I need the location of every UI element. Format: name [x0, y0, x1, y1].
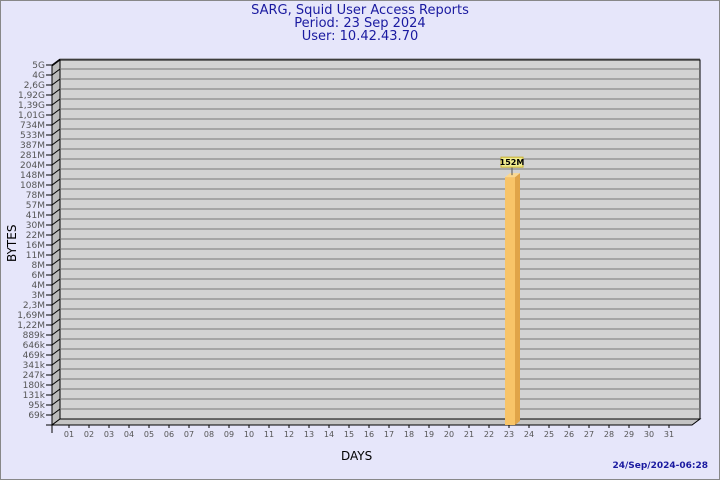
y-tick-label: 148M: [20, 171, 45, 181]
y-tick-label: 5G: [32, 61, 45, 71]
x-tick-label: 05: [144, 430, 154, 439]
x-tick-label: 17: [384, 430, 394, 439]
chart-user: User: 10.42.43.70: [301, 29, 419, 44]
x-tick-label: 31: [664, 430, 674, 439]
y-tick-label: 8M: [32, 261, 46, 271]
bar-side: [515, 173, 520, 425]
x-tick-label: 12: [284, 430, 294, 439]
x-tick-label: 25: [544, 430, 554, 439]
x-tick-label: 07: [184, 430, 194, 439]
bar-value-label: 152M: [500, 158, 525, 167]
x-tick-label: 10: [244, 430, 254, 439]
x-tick-label: 08: [204, 430, 214, 439]
y-tick-label: 1,69M: [17, 311, 45, 321]
y-tick-label: 387M: [20, 141, 45, 151]
y-tick-label: 204M: [20, 161, 45, 171]
x-tick-label: 01: [64, 430, 74, 439]
y-tick-label: 281M: [20, 151, 45, 161]
y-tick-label: 180k: [23, 381, 46, 391]
x-tick-label: 30: [644, 430, 654, 439]
y-tick-label: 2,3M: [23, 301, 45, 311]
y-tick-label: 469k: [23, 351, 46, 361]
y-tick-label: 3M: [32, 291, 46, 301]
y-tick-label: 41M: [26, 211, 45, 221]
x-tick-label: 19: [424, 430, 434, 439]
x-tick-label: 03: [104, 430, 114, 439]
x-axis-label: DAYS: [341, 449, 372, 463]
x-tick-label: 21: [464, 430, 474, 439]
x-tick-label: 04: [124, 430, 134, 439]
y-tick-label: 11M: [26, 251, 45, 261]
chart-period: Period: 23 Sep 2024: [294, 16, 426, 31]
y-tick-label: 1,39G: [18, 101, 45, 111]
y-tick-label: 6M: [32, 271, 46, 281]
x-tick-label: 06: [164, 430, 174, 439]
y-tick-label: 734M: [20, 121, 45, 131]
y-tick-label: 95k: [28, 401, 45, 411]
x-tick-label: 13: [304, 430, 314, 439]
x-tick-label: 29: [624, 430, 634, 439]
x-tick-label: 15: [344, 430, 354, 439]
bar-label-box: [500, 156, 524, 168]
y-tick-label: 16M: [26, 241, 45, 251]
x-tick-label: 22: [484, 430, 494, 439]
x-tick-label: 02: [84, 430, 94, 439]
y-tick-label: 1,22M: [17, 321, 45, 331]
y-tick-label: 247k: [23, 371, 46, 381]
y-tick-label: 1,01G: [18, 111, 45, 121]
bar: [505, 177, 515, 425]
y-tick-label: 2,6G: [24, 81, 45, 91]
y-tick-label: 22M: [26, 231, 45, 241]
y-tick-label: 533M: [20, 131, 45, 141]
y-tick-label: 108M: [20, 181, 45, 191]
floor: [50, 418, 702, 426]
y-tick-label: 1,92G: [18, 91, 45, 101]
x-tick-label: 18: [404, 430, 414, 439]
x-tick-label: 24: [524, 430, 534, 439]
x-tick-label: 26: [564, 430, 574, 439]
x-tick-label: 23: [504, 430, 514, 439]
x-tick-label: 14: [324, 430, 334, 439]
y-tick-label: 646k: [23, 341, 46, 351]
x-tick-label: 27: [584, 430, 594, 439]
y-tick-label: 889k: [23, 331, 46, 341]
y-axis-label: BYTES: [5, 225, 19, 262]
y-tick-label: 4G: [32, 71, 45, 81]
x-tick-label: 09: [224, 430, 234, 439]
x-tick-label: 11: [264, 430, 274, 439]
generated-timestamp: 24/Sep/2024-06:28: [612, 461, 708, 471]
y-tick-label: 4M: [32, 281, 46, 291]
x-tick-label: 28: [604, 430, 614, 439]
y-tick-label: 30M: [26, 221, 45, 231]
chart-title: SARG, Squid User Access Reports: [251, 3, 469, 18]
y-tick-label: 57M: [26, 201, 45, 211]
x-tick-label: 20: [444, 430, 454, 439]
y-tick-label: 131k: [23, 391, 46, 401]
y-tick-label: 69k: [28, 411, 45, 421]
y-tick: [46, 58, 61, 66]
x-tick-label: 16: [364, 430, 374, 439]
y-tick-label: 78M: [26, 191, 45, 201]
y-tick-label: 341k: [23, 361, 46, 371]
